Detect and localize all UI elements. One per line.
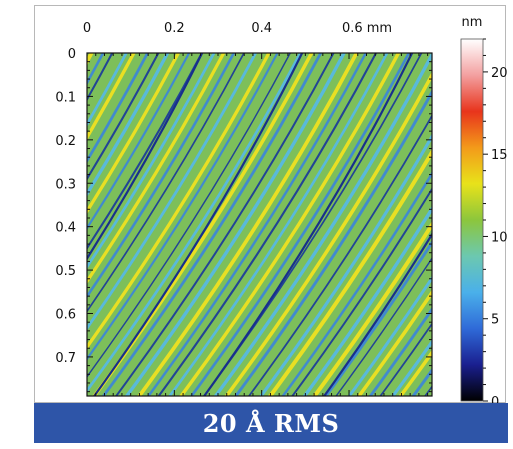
heatmap-dark-groove [202, 53, 414, 396]
colorbar-unit-label: nm [462, 15, 483, 30]
heatmap-stripe [189, 53, 411, 396]
heatmap-stripe [87, 53, 204, 251]
heatmap-stripe [87, 53, 216, 270]
heatmap-dark-groove [322, 232, 432, 396]
heatmap-stripe [168, 53, 389, 396]
heatmap-stripe [87, 53, 245, 313]
y-tick-label: 0.4 [55, 221, 76, 236]
heatmap-stripe [368, 306, 432, 396]
heatmap-stripe [390, 339, 432, 396]
heatmap-dark-groove [92, 53, 304, 396]
heatmap-stripe [482, 43, 507, 404]
heatmap-stripe [35, 43, 52, 404]
heatmap-stripe [87, 53, 128, 128]
heatmap-stripe [87, 53, 191, 231]
heatmap-plot-area [35, 43, 507, 404]
y-tick-label: 0.7 [55, 351, 76, 366]
plot-border [86, 52, 433, 397]
rms-caption-text: 20 Å RMS [202, 408, 340, 438]
heatmap-stripe [356, 289, 432, 396]
y-tick-label: 0.2 [55, 134, 76, 149]
heatmap-stripe [101, 53, 323, 396]
heatmap-stripe [87, 53, 170, 198]
heatmap-stripe [146, 53, 368, 396]
heatmap-dark-groove [87, 53, 204, 261]
y-tick-label: 0.1 [55, 90, 76, 105]
heatmap-stripe [335, 256, 432, 396]
heatmap-stripe [504, 43, 507, 404]
heatmap-stripe [178, 53, 401, 396]
heatmap-stripe [35, 43, 43, 404]
heatmap-stripe [87, 53, 136, 141]
colorbar: nm 0 5 10 15 20 [460, 15, 507, 404]
heatmap-stripe [87, 53, 258, 331]
heatmap-stripe [87, 53, 160, 181]
heatmap-stripe [157, 53, 378, 396]
colorbar-tick-label: 10 [491, 230, 507, 245]
heatmap-stripe [302, 205, 432, 396]
figure-frame: 0 0.2 0.4 0.6 mm 0 0.1 0.2 0.3 0.4 0.5 0.6 0.7 nm … [34, 5, 507, 404]
heatmap-stripe [347, 275, 432, 396]
x-tick-label: 0.2 [164, 21, 185, 36]
heatmap-stripe [114, 53, 335, 396]
heatmap-stripe [87, 53, 150, 164]
heatmap-stripe [259, 133, 432, 396]
y-tick-label: 0.3 [55, 177, 76, 192]
y-axis: 0 0.1 0.2 0.3 0.4 0.5 0.6 0.7 [55, 47, 432, 393]
heatmap-stripe [87, 53, 302, 393]
heatmap-stripe [312, 221, 432, 396]
x-tick-label: 0.4 [251, 21, 272, 36]
heatmap-stripe [493, 43, 507, 404]
y-tick-label: 0.5 [55, 264, 76, 279]
x-tick-label: 0 [83, 21, 91, 36]
heatmap-stripe [87, 53, 114, 102]
heatmap-stripe [87, 53, 271, 350]
y-tick-label: 0.6 [55, 308, 76, 323]
heatmap-stripe [124, 53, 346, 396]
afm-height-map-chart: 0 0.2 0.4 0.6 mm 0 0.1 0.2 0.3 0.4 0.5 0.6 0.7 nm … [35, 15, 507, 404]
colorbar-tick-label: 5 [491, 313, 499, 328]
colorbar-gradient [460, 38, 484, 402]
x-axis: 0 0.2 0.4 0.6 mm [83, 21, 429, 396]
heatmap-stripe [87, 53, 181, 215]
heatmap-stripe [87, 53, 226, 285]
x-tick-label: 0.6 mm [342, 21, 392, 36]
heatmap-stripe [379, 322, 432, 396]
heatmap-stripe [291, 187, 432, 396]
heatmap-stripe [324, 239, 432, 396]
colorbar-tick-label: 15 [491, 148, 507, 163]
heatmap-stripe [247, 113, 432, 396]
heatmap-stripe [267, 148, 432, 396]
heatmap-stripe [136, 53, 359, 396]
heatmap-stripe [213, 53, 432, 396]
heatmap-stripe [224, 71, 432, 396]
colorbar-tick-label: 20 [491, 66, 507, 81]
rms-caption-banner: 20 Å RMS [34, 403, 508, 443]
y-tick-label: 0 [68, 47, 76, 62]
heatmap-stripe [234, 89, 432, 396]
heatmap-stripe [87, 53, 292, 378]
colorbar-ticks: 0 5 10 15 20 [483, 38, 507, 404]
heatmap-stripe [281, 171, 432, 396]
heatmap-stripes [35, 43, 507, 404]
heatmap-stripe [87, 53, 236, 299]
colorbar-tick-label: 0 [491, 395, 499, 404]
